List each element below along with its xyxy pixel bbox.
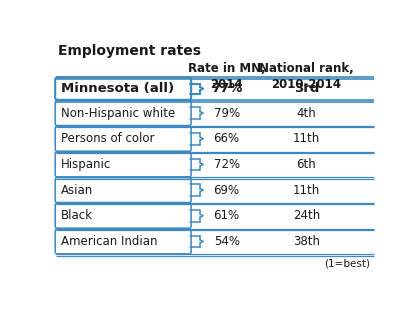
Text: Employment rates: Employment rates bbox=[58, 44, 201, 58]
Text: 11th: 11th bbox=[293, 132, 320, 145]
Text: Minnesota (all): Minnesota (all) bbox=[61, 82, 174, 95]
Text: (1=best): (1=best) bbox=[324, 258, 370, 268]
Text: 54%: 54% bbox=[214, 235, 240, 248]
Text: 66%: 66% bbox=[214, 132, 240, 145]
Text: 3rd: 3rd bbox=[294, 82, 319, 95]
Text: 24th: 24th bbox=[293, 209, 320, 222]
Text: 72%: 72% bbox=[214, 158, 240, 171]
Text: Black: Black bbox=[61, 209, 93, 222]
Text: Hispanic: Hispanic bbox=[61, 158, 111, 171]
Text: 6th: 6th bbox=[297, 158, 316, 171]
Text: 4th: 4th bbox=[297, 107, 316, 119]
Text: Rate in MN,
2014: Rate in MN, 2014 bbox=[188, 62, 265, 91]
Text: 69%: 69% bbox=[214, 184, 240, 196]
Text: National rank,
2010-2014: National rank, 2010-2014 bbox=[259, 62, 354, 91]
Text: 79%: 79% bbox=[214, 107, 240, 119]
Text: 61%: 61% bbox=[214, 209, 240, 222]
Text: 38th: 38th bbox=[293, 235, 320, 248]
Text: 11th: 11th bbox=[293, 184, 320, 196]
Text: American Indian: American Indian bbox=[61, 235, 158, 248]
Text: Asian: Asian bbox=[61, 184, 93, 196]
Text: 77%: 77% bbox=[211, 82, 242, 95]
Text: Persons of color: Persons of color bbox=[61, 132, 155, 145]
Text: Non-Hispanic white: Non-Hispanic white bbox=[61, 107, 175, 119]
